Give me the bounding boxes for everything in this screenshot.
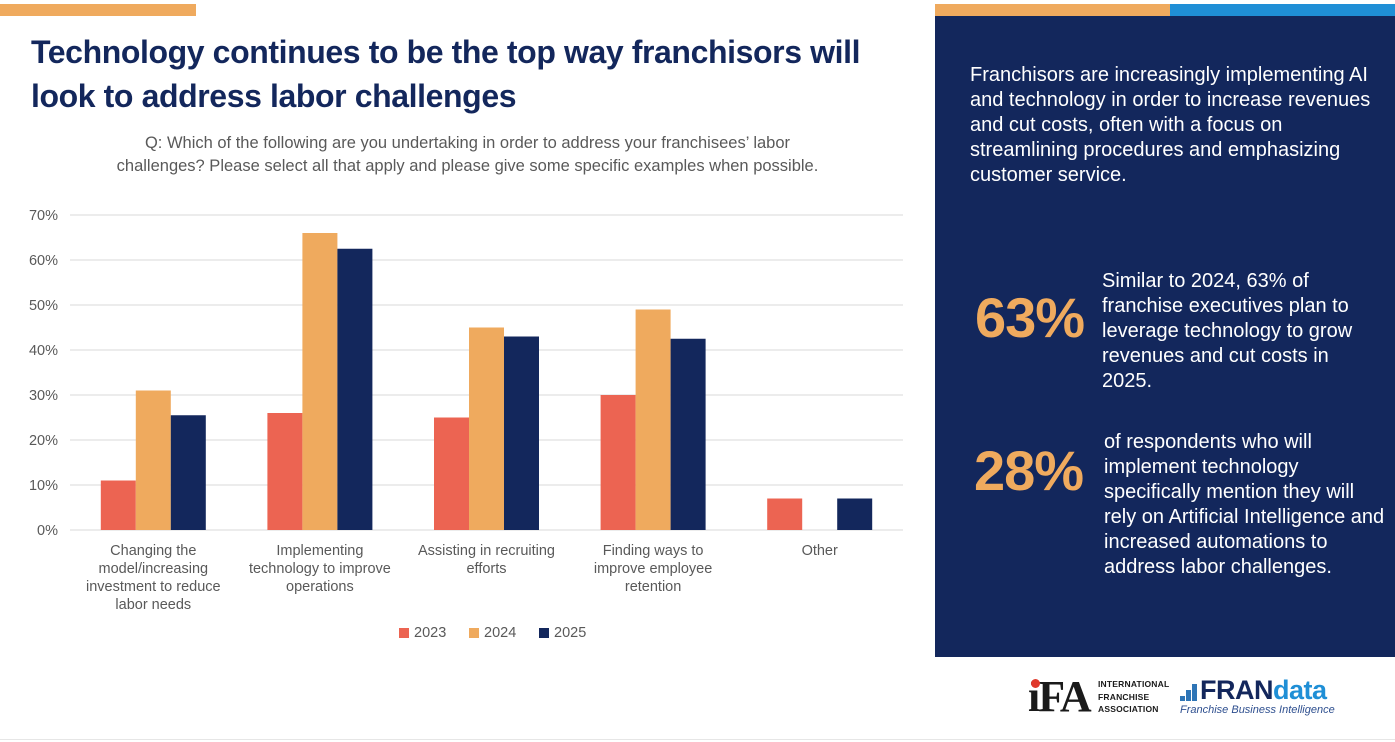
y-tick-label: 40% [29,343,58,359]
bar-2025 [170,415,206,530]
insights-panel: Franchisors are increasingly implementin… [935,16,1395,657]
bar-2023 [600,395,636,530]
y-tick-label: 50% [29,298,58,314]
legend-label: 2024 [484,625,517,641]
panel-accent-bar-blue [1170,4,1395,16]
footer-divider [0,739,1395,740]
panel-accent-bar-orange [935,4,1170,16]
bar-2023 [434,417,469,530]
frandata-logo: FRANdata Franchise Business Intelligence [1180,674,1350,720]
bar-2024 [302,233,338,530]
x-category-label: Finding ways to improve employee retention [594,543,712,595]
ifa-word-1: INTERNATIONAL [1098,679,1170,689]
ifa-word-3: ASSOCIATION [1098,704,1159,714]
accent-bar [0,4,196,16]
ifa-logo: iFA INTERNATIONAL FRANCHISE ASSOCIATION [1028,674,1169,720]
panel-intro-text: Franchisors are increasingly implementin… [970,64,1371,186]
legend-item-2023: 2023 [399,625,446,641]
y-tick-label: 70% [29,208,58,224]
y-tick-label: 30% [29,388,58,404]
y-tick-label: 60% [29,253,58,269]
bar-2024 [635,309,671,530]
legend-label: 2025 [554,625,587,641]
bar-2023 [767,498,803,530]
bar-2025 [337,248,373,530]
x-category-label: Implementing technology to improve operati… [249,543,391,595]
stat-text-63: Similar to 2024, 63% of franchise execut… [1102,270,1353,392]
bar-2023 [267,413,303,530]
frandata-logo-fran: FRAN [1200,675,1274,705]
bar-2024 [135,390,171,530]
ifa-word-2: FRANCHISE [1098,691,1150,702]
x-category-label: Changing the model/increasing investment t… [86,543,221,613]
chart-question: Q: Which of the following are you undert… [116,134,819,175]
y-tick-label: 0% [37,523,58,539]
legend-item-2025: 2025 [539,625,586,641]
ifa-logo-dot [1031,679,1040,688]
stat-value-28: 28% [974,439,1084,502]
frandata-logo-data: data [1273,675,1327,705]
frandata-logo-tagline: Franchise Business Intelligence [1180,704,1335,716]
stat-value-63: 63% [975,286,1085,349]
bar-2025 [670,338,706,530]
legend-swatch [399,628,409,638]
bar-2025 [837,498,873,530]
chart-legend: 2023 2024 2025 [0,625,960,645]
legend-label: 2023 [414,625,447,641]
frandata-logo-wordmark: FRANdata [1200,674,1327,706]
stat-text-28: of respondents who will implement techno… [1104,431,1385,578]
bar-2025 [504,336,539,530]
y-tick-label: 10% [29,478,58,494]
bar-chart: 0% 10% 20% 30% 40% 50% 60% 70% Changing the model… [29,208,903,613]
bar-2023 [100,480,136,530]
legend-item-2024: 2024 [469,625,516,641]
legend-swatch [469,628,479,638]
legend-swatch [539,628,549,638]
ifa-logo-words: INTERNATIONAL FRANCHISE ASSOCIATION [1098,678,1169,716]
x-category-label: Other [802,543,838,559]
x-category-label: Assisting in recruiting efforts [418,543,555,577]
page-title: Technology continues to be the top way f… [31,34,861,114]
y-tick-label: 20% [29,433,58,449]
bar-2024 [469,327,504,530]
frandata-logo-blocks [1180,680,1200,704]
